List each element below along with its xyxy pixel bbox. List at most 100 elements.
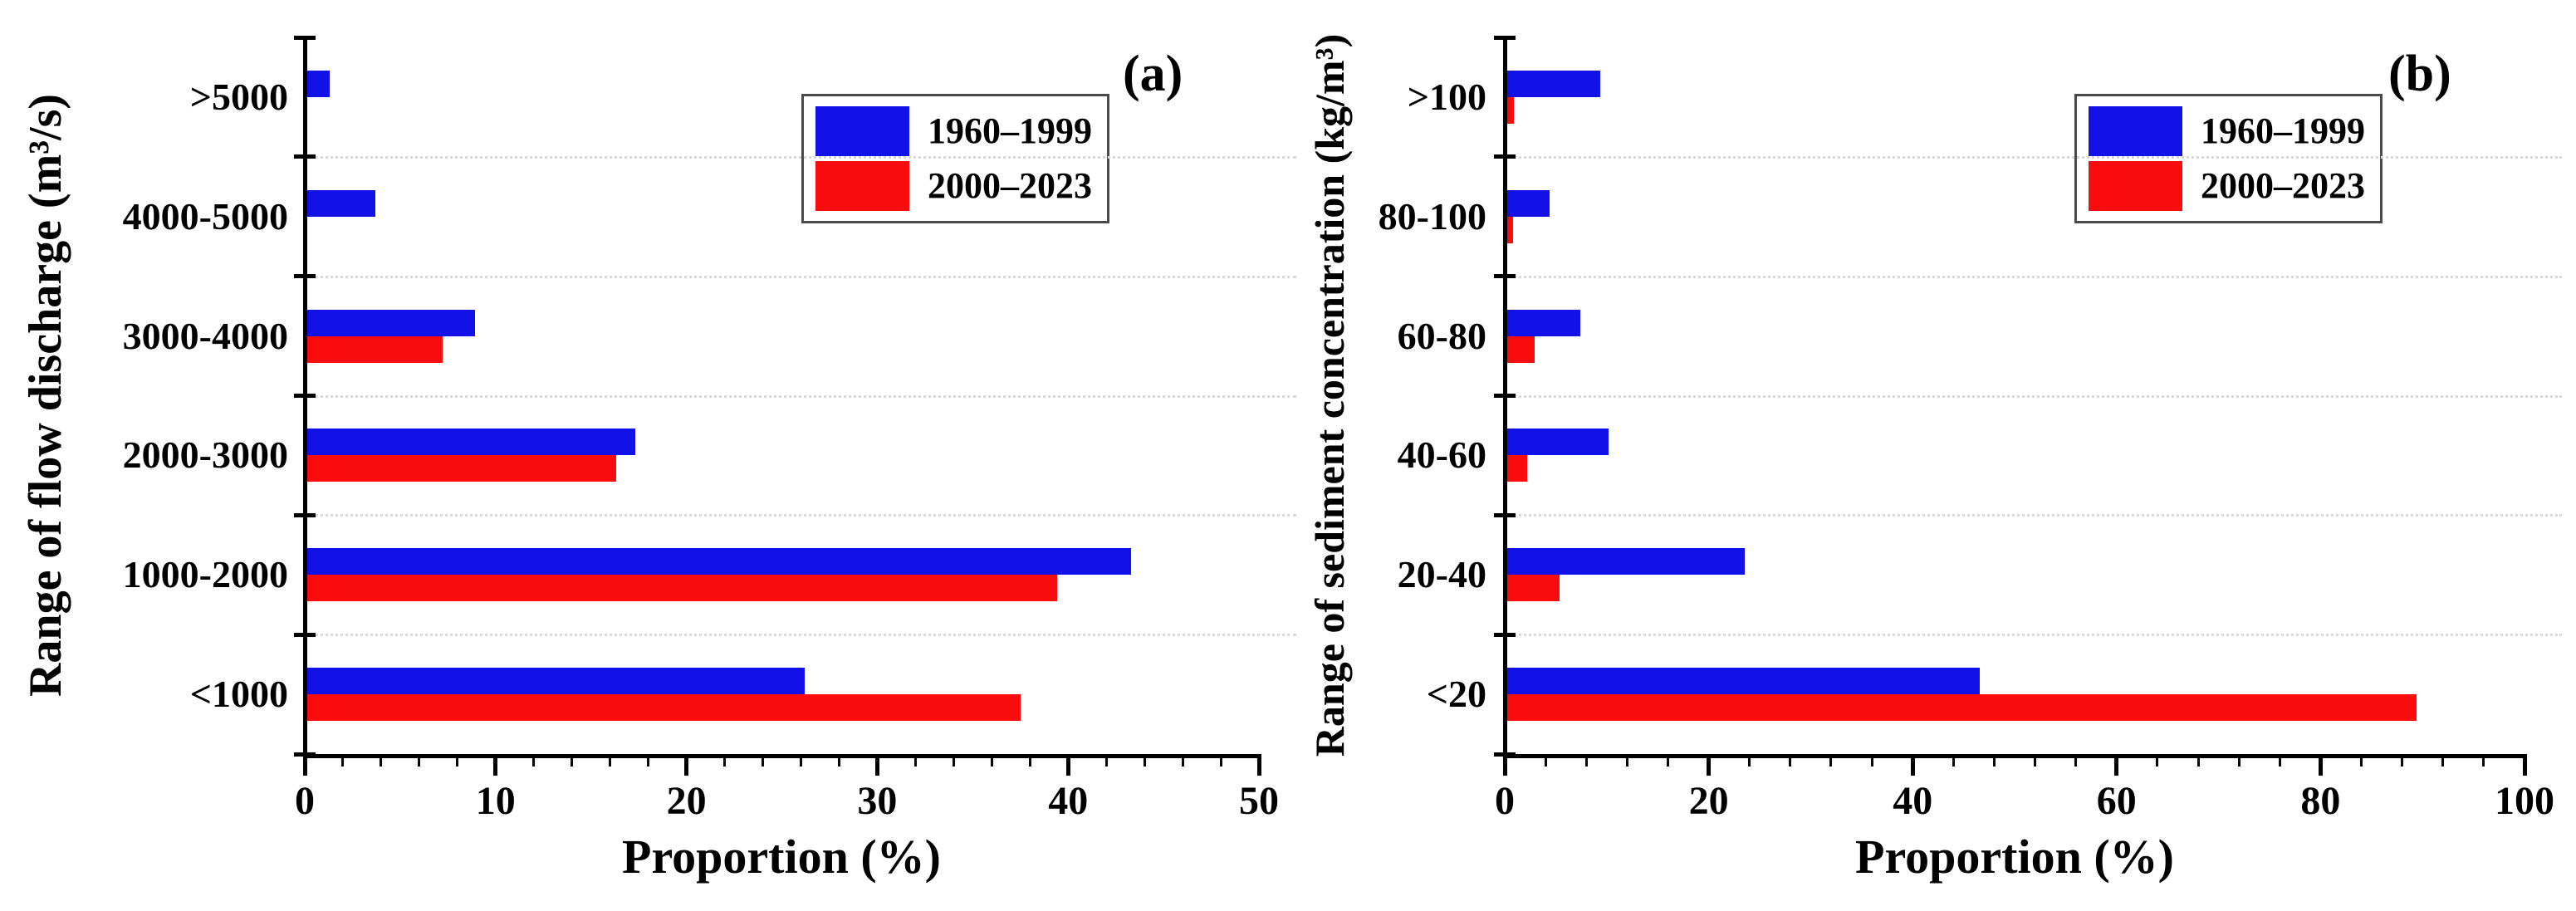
x-axis-minor-tick xyxy=(1143,754,1146,767)
x-axis-minor-tick xyxy=(1789,754,1792,767)
y-axis-tick xyxy=(1494,274,1516,279)
grid-line xyxy=(1505,394,2562,398)
x-axis-minor-tick xyxy=(2237,754,2241,767)
x-axis-major-tick xyxy=(1502,754,1507,776)
x-axis-minor-tick xyxy=(799,754,802,767)
x-axis-minor-tick xyxy=(380,754,383,767)
x-axis-minor-tick xyxy=(952,754,955,767)
x-axis-major-tick xyxy=(1910,754,1915,776)
x-tick-label: 0 xyxy=(1495,779,1515,823)
panel-a-legend: 1960–1999 2000–2023 xyxy=(801,94,1109,223)
bar-1960-1999 xyxy=(306,70,331,97)
bar-1960-1999 xyxy=(1506,309,1580,336)
x-axis-minor-tick xyxy=(1829,754,1833,767)
x-axis-major-tick xyxy=(2522,754,2527,776)
x-axis-minor-tick xyxy=(2360,754,2363,767)
bar-2000-2023 xyxy=(1506,455,1528,482)
y-axis-tick xyxy=(294,394,316,398)
category-label: 80-100 xyxy=(1378,194,1486,238)
x-axis-line xyxy=(1502,754,2527,758)
x-axis-minor-tick xyxy=(1625,754,1628,767)
grid-line xyxy=(1505,275,2562,278)
y-axis-tick xyxy=(1494,394,1516,398)
x-tick-label: 40 xyxy=(1893,779,1933,823)
x-axis-minor-tick xyxy=(1666,754,1669,767)
bar-2000-2023 xyxy=(1506,96,1515,124)
grid-line xyxy=(305,275,1296,278)
x-tick-label: 50 xyxy=(1239,779,1279,823)
legend-label-1960-1999: 1960–1999 xyxy=(928,110,1092,151)
bar-2000-2023 xyxy=(306,575,1057,602)
x-axis-minor-tick xyxy=(2074,754,2078,767)
bar-1960-1999 xyxy=(306,668,806,695)
bar-2000-2023 xyxy=(1506,694,2417,722)
x-tick-label: 20 xyxy=(666,779,707,823)
grid-line xyxy=(1505,155,2562,159)
x-axis-minor-tick xyxy=(1544,754,1547,767)
x-tick-label: 0 xyxy=(295,779,315,823)
y-axis-tick xyxy=(1494,512,1516,517)
x-axis-minor-tick xyxy=(1219,754,1222,767)
bar-2000-2023 xyxy=(1506,216,1513,243)
x-axis-line xyxy=(302,754,1261,758)
bar-1960-1999 xyxy=(306,548,1132,575)
y-axis-tick xyxy=(294,512,316,517)
x-axis-minor-tick xyxy=(837,754,840,767)
x-axis-minor-tick xyxy=(2034,754,2037,767)
x-axis-major-tick xyxy=(684,754,689,776)
x-axis-minor-tick xyxy=(1992,754,1996,767)
category-label: <20 xyxy=(1426,673,1486,716)
legend-swatch-blue xyxy=(2089,106,2182,156)
x-axis-major-tick xyxy=(874,754,879,776)
bar-1960-1999 xyxy=(306,429,635,456)
legend-swatch-red xyxy=(815,161,909,211)
panel-a-label: (a) xyxy=(1123,46,1183,102)
x-tick-label: 60 xyxy=(2096,779,2137,823)
category-label: 1000-2000 xyxy=(122,553,288,596)
legend-label-2000-2023: 2000–2023 xyxy=(928,165,1092,206)
x-axis-major-tick xyxy=(2114,754,2119,776)
grid-line xyxy=(305,514,1296,517)
x-axis-minor-tick xyxy=(1952,754,1955,767)
x-axis-minor-tick xyxy=(990,754,993,767)
x-axis-minor-tick xyxy=(2278,754,2281,767)
x-axis-minor-tick xyxy=(1181,754,1184,767)
bar-1960-1999 xyxy=(1506,189,1550,217)
x-axis-minor-tick xyxy=(647,754,650,767)
legend-row: 2000–2023 xyxy=(815,161,1092,211)
legend-swatch-red xyxy=(2089,161,2182,211)
y-axis-tick xyxy=(294,632,316,637)
legend-row: 2000–2023 xyxy=(2089,161,2365,211)
x-axis-minor-tick xyxy=(913,754,917,767)
y-axis-tick xyxy=(1494,632,1516,637)
bar-1960-1999 xyxy=(1506,429,1609,456)
x-axis-minor-tick xyxy=(1584,754,1588,767)
grid-line xyxy=(1505,514,2562,517)
x-axis-minor-tick xyxy=(2441,754,2445,767)
x-axis-minor-tick xyxy=(1104,754,1108,767)
bar-2000-2023 xyxy=(306,694,1021,722)
grid-line xyxy=(305,634,1296,637)
y-axis-tick xyxy=(294,154,316,159)
x-axis-major-tick xyxy=(302,754,307,776)
x-axis-minor-tick xyxy=(1870,754,1873,767)
x-axis-minor-tick xyxy=(2156,754,2159,767)
bar-1960-1999 xyxy=(306,309,475,336)
x-axis-minor-tick xyxy=(1028,754,1031,767)
category-label: >5000 xyxy=(189,75,288,118)
x-axis-minor-tick xyxy=(418,754,421,767)
x-axis-major-tick xyxy=(1707,754,1712,776)
x-axis-minor-tick xyxy=(1748,754,1751,767)
category-label: 2000-3000 xyxy=(122,433,288,477)
x-axis-minor-tick xyxy=(2482,754,2485,767)
category-label: >100 xyxy=(1407,75,1486,118)
category-label: 60-80 xyxy=(1397,314,1486,357)
x-axis-minor-tick xyxy=(341,754,345,767)
x-axis-minor-tick xyxy=(571,754,574,767)
x-tick-label: 20 xyxy=(1688,779,1729,823)
bar-1960-1999 xyxy=(306,189,376,217)
x-axis-minor-tick xyxy=(609,754,612,767)
bar-1960-1999 xyxy=(1506,548,1745,575)
category-label: <1000 xyxy=(189,673,288,716)
